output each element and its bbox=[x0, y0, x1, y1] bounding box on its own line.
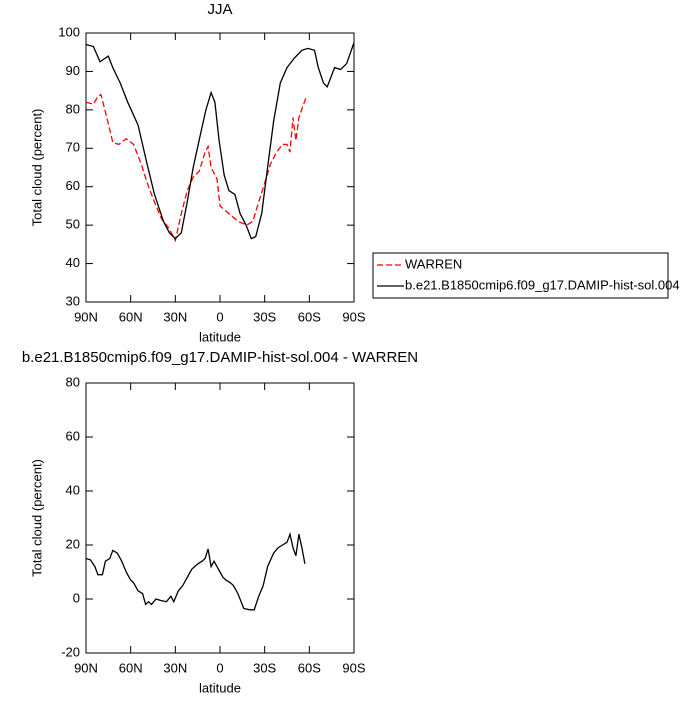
legend-box bbox=[372, 252, 669, 299]
y-tick-label: 80 bbox=[66, 374, 80, 389]
y-tick-label: 60 bbox=[66, 428, 80, 443]
x-tick-label: 60N bbox=[119, 660, 143, 675]
x-axis-label: latitude bbox=[199, 680, 241, 695]
y-tick-label: -20 bbox=[61, 644, 80, 659]
legend-label: b.e21.B1850cmip6.f09_g17.DAMIP-hist-sol.… bbox=[405, 277, 680, 292]
y-tick-label: 20 bbox=[66, 536, 80, 551]
y-tick-label: 40 bbox=[66, 482, 80, 497]
x-tick-label: 90N bbox=[74, 309, 98, 324]
y-tick-label: 60 bbox=[66, 178, 80, 193]
y-tick-label: 90 bbox=[66, 63, 80, 78]
chart-title: b.e21.B1850cmip6.f09_g17.DAMIP-hist-sol.… bbox=[22, 349, 418, 366]
data-line bbox=[85, 93, 308, 243]
x-tick-label: 30N bbox=[163, 660, 187, 675]
legend-label: WARREN bbox=[405, 256, 462, 271]
y-tick-label: 40 bbox=[66, 255, 80, 270]
y-tick-label: 70 bbox=[66, 140, 80, 155]
x-tick-label: 90S bbox=[342, 309, 365, 324]
x-tick-label: 90N bbox=[74, 660, 98, 675]
y-axis-label: Total cloud (percent) bbox=[29, 109, 44, 227]
x-tick-label: 0 bbox=[216, 660, 223, 675]
chart-title: JJA bbox=[207, 1, 232, 18]
plot-frame bbox=[85, 382, 355, 654]
y-tick-label: 80 bbox=[66, 101, 80, 116]
y-tick-label: 50 bbox=[66, 217, 80, 232]
x-tick-label: 60S bbox=[298, 309, 321, 324]
x-tick-label: 60S bbox=[298, 660, 321, 675]
x-tick-label: 60N bbox=[119, 309, 143, 324]
data-line bbox=[85, 42, 355, 240]
x-axis-label: latitude bbox=[199, 329, 241, 344]
plot-frame bbox=[85, 32, 355, 303]
x-tick-label: 90S bbox=[342, 660, 365, 675]
data-line bbox=[85, 531, 306, 611]
y-axis-label: Total cloud (percent) bbox=[29, 459, 44, 577]
x-tick-label: 0 bbox=[216, 309, 223, 324]
x-tick-label: 30N bbox=[163, 309, 187, 324]
x-tick-label: 30S bbox=[253, 660, 276, 675]
x-tick-label: 30S bbox=[253, 309, 276, 324]
y-tick-label: 100 bbox=[58, 24, 80, 39]
y-tick-label: 30 bbox=[66, 293, 80, 308]
y-tick-label: 0 bbox=[73, 590, 80, 605]
